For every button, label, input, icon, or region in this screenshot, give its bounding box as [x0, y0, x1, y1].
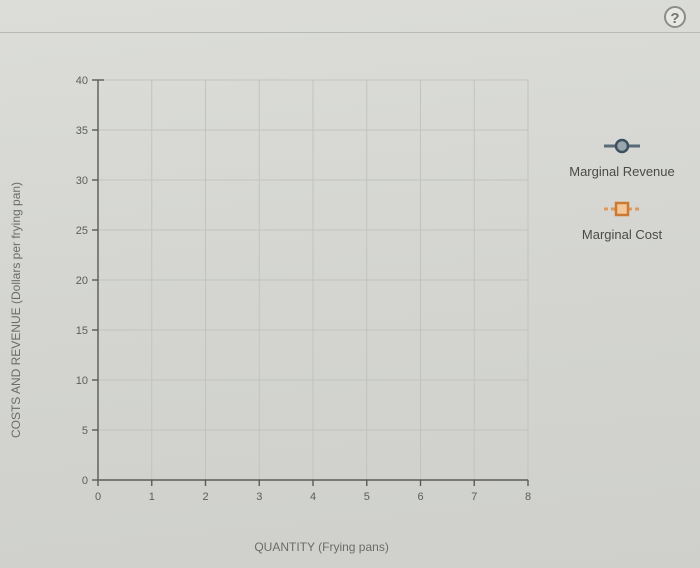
legend-label-revenue: Marginal Revenue	[569, 164, 675, 179]
svg-text:20: 20	[76, 275, 88, 287]
svg-text:6: 6	[417, 491, 423, 503]
svg-text:15: 15	[76, 325, 88, 337]
svg-text:10: 10	[76, 375, 88, 387]
svg-text:35: 35	[76, 125, 88, 137]
x-axis-label: QUANTITY (Frying pans)	[254, 540, 388, 554]
svg-text:2: 2	[202, 491, 208, 503]
svg-text:7: 7	[471, 491, 477, 503]
legend-item-cost[interactable]: Marginal Cost	[562, 201, 682, 242]
svg-text:40: 40	[76, 75, 88, 87]
svg-text:8: 8	[525, 491, 531, 503]
svg-text:25: 25	[76, 225, 88, 237]
y-axis-label: COSTS AND REVENUE (Dollars per frying pa…	[9, 182, 23, 438]
svg-text:4: 4	[310, 491, 316, 503]
help-icon: ?	[670, 10, 679, 27]
svg-text:3: 3	[256, 491, 262, 503]
svg-text:5: 5	[82, 425, 88, 437]
svg-text:30: 30	[76, 175, 88, 187]
svg-text:1: 1	[149, 491, 155, 503]
legend-item-revenue[interactable]: Marginal Revenue	[562, 138, 682, 179]
circle-marker-icon	[602, 138, 642, 154]
square-marker-icon	[602, 201, 642, 217]
top-divider	[0, 32, 700, 33]
help-button[interactable]: ?	[664, 6, 686, 28]
chart-container: COSTS AND REVENUE (Dollars per frying pa…	[30, 70, 570, 550]
svg-text:5: 5	[364, 491, 370, 503]
legend: Marginal Revenue Marginal Cost	[562, 138, 682, 264]
svg-text:0: 0	[82, 475, 88, 487]
page-root: ? COSTS AND REVENUE (Dollars per frying …	[0, 0, 700, 568]
svg-text:0: 0	[95, 491, 101, 503]
legend-label-cost: Marginal Cost	[582, 227, 662, 242]
chart-plot: 0 1 2 3 4 5 6 7 8 0 5 10 15 20 25 30 35 40	[60, 70, 538, 514]
